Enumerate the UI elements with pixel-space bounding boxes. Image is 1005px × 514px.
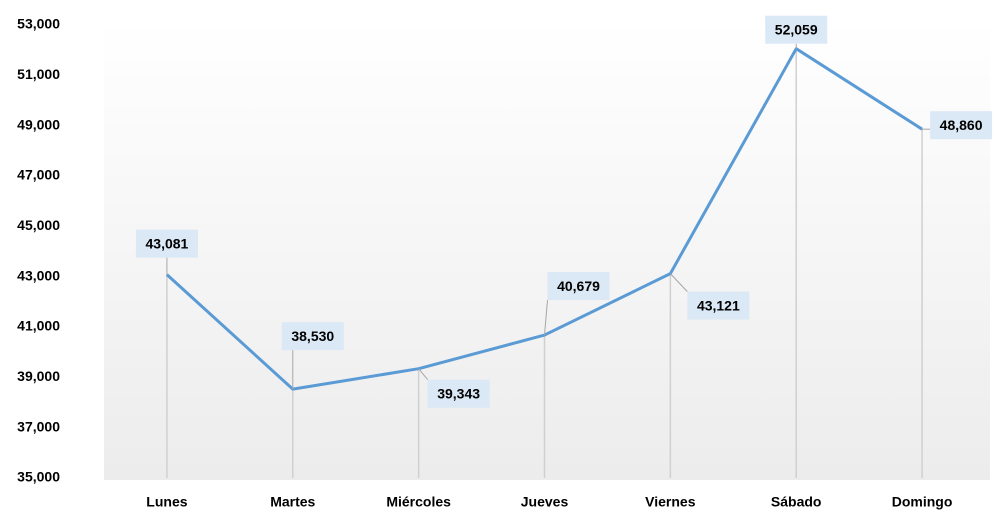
label-box	[547, 272, 610, 301]
label-box	[687, 291, 750, 320]
label-box	[765, 15, 828, 44]
y-tick-label: 53,000	[17, 16, 60, 32]
x-tick-label: Miércoles	[386, 494, 451, 510]
data-label: 38,530	[291, 328, 334, 344]
data-label: 48,860	[940, 117, 983, 133]
data-label: 52,059	[775, 21, 818, 37]
x-tick-label: Martes	[270, 494, 315, 510]
y-tick-label: 45,000	[17, 217, 60, 233]
leader-line	[418, 368, 429, 381]
y-tick-label: 51,000	[17, 66, 60, 82]
plot-area	[104, 20, 990, 480]
x-tick-label: Jueves	[521, 494, 569, 510]
y-tick-label: 49,000	[17, 116, 60, 132]
x-tick-label: Lunes	[146, 494, 187, 510]
y-tick-label: 47,000	[17, 167, 60, 183]
label-box	[135, 229, 198, 258]
x-tick-label: Domingo	[892, 494, 953, 510]
label-box	[930, 111, 993, 140]
y-tick-label: 39,000	[17, 368, 60, 384]
label-box	[427, 379, 490, 408]
x-tick-label: Viernes	[645, 494, 696, 510]
data-label: 39,343	[437, 385, 480, 401]
y-tick-label: 43,000	[17, 267, 60, 283]
label-box	[281, 322, 344, 351]
data-label: 40,679	[557, 278, 600, 294]
data-label: 43,121	[697, 297, 740, 313]
data-label: 43,081	[146, 235, 189, 251]
y-tick-label: 41,000	[17, 318, 60, 334]
y-tick-label: 37,000	[17, 418, 60, 434]
x-tick-label: Sábado	[771, 494, 822, 510]
leader-line	[544, 300, 548, 336]
leader-line	[669, 273, 688, 292]
y-tick-label: 35,000	[17, 469, 60, 485]
